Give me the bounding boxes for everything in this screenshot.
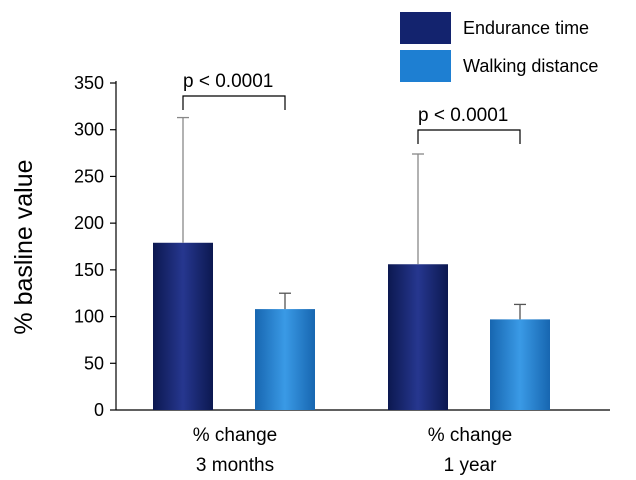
y-tick-label: 50 (84, 353, 104, 373)
p-value-label: p < 0.0001 (183, 71, 273, 92)
y-tick-label: 200 (74, 213, 104, 233)
legend-label: Walking distance (463, 56, 598, 76)
legend-label: Endurance time (463, 18, 589, 38)
legend: Endurance time Walking distance (400, 12, 598, 82)
bracket (182, 95, 286, 110)
x-tick-label: % change 1 year (428, 425, 513, 476)
bar-endurance-1 (388, 264, 448, 410)
x-tick-label: % change 3 months (193, 425, 278, 476)
x-tick-labels: % change 3 months % change 1 year (193, 425, 513, 476)
legend-swatch (400, 50, 451, 82)
legend-swatch (400, 12, 451, 44)
bar-walking-1 (490, 319, 550, 410)
y-tick-label: 300 (74, 120, 104, 140)
bracket (417, 129, 521, 144)
y-tick-label: 150 (74, 260, 104, 280)
y-tick-label: 350 (74, 73, 104, 93)
y-axis-label: % basline value (10, 159, 38, 334)
bars (153, 242, 550, 410)
y-tick-label: 100 (74, 307, 104, 327)
y-tick-label: 250 (74, 166, 104, 186)
significance-brackets: p < 0.0001 p < 0.0001 (182, 71, 521, 144)
error-bars (177, 116, 526, 320)
y-tick-labels: 0 50 100 150 200 250 300 350 (74, 73, 104, 420)
y-tick-label: 0 (94, 400, 104, 420)
bar-walking-0 (255, 309, 315, 410)
bar-endurance-0 (153, 242, 213, 410)
p-value-label: p < 0.0001 (418, 105, 508, 126)
